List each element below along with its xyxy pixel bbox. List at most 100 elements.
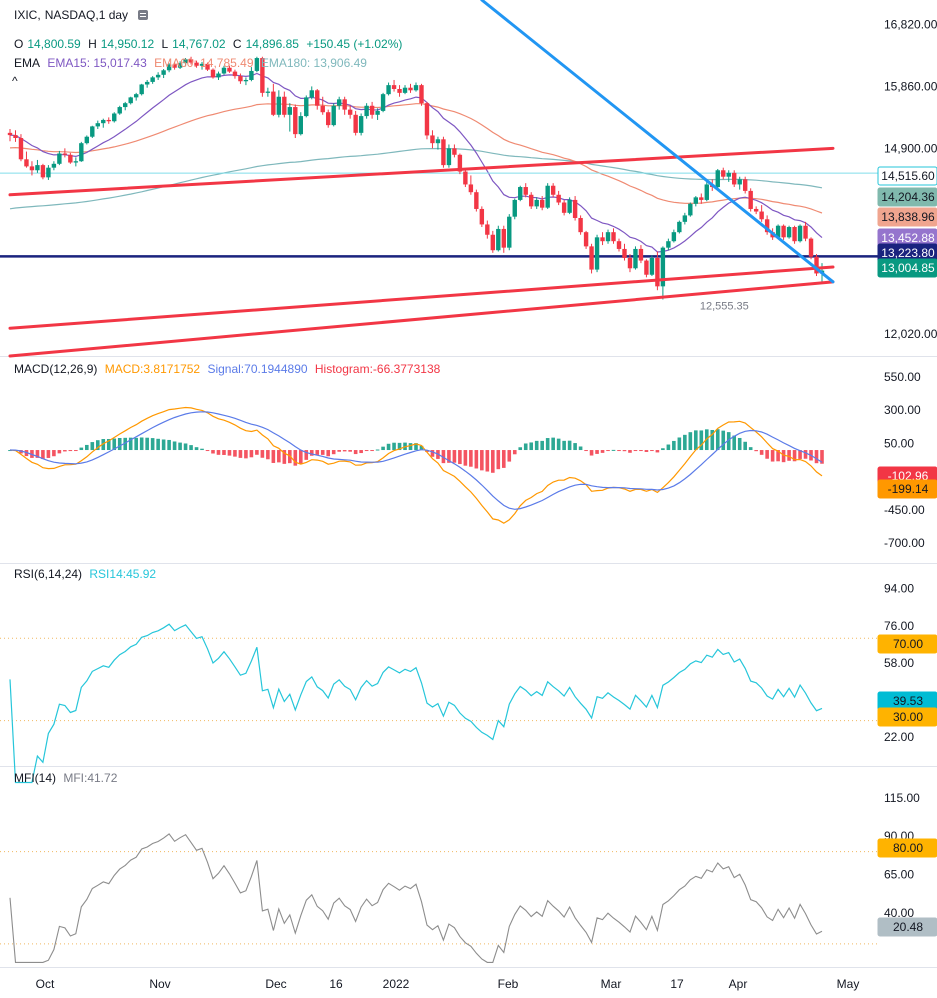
candle[interactable]	[655, 257, 660, 287]
candle[interactable]	[550, 185, 556, 195]
candle[interactable]	[304, 97, 309, 117]
candle[interactable]	[24, 159, 29, 167]
candle[interactable]	[534, 199, 539, 207]
symbol-name[interactable]: IXIC	[14, 8, 38, 22]
candle[interactable]	[293, 107, 298, 135]
candle[interactable]	[792, 227, 797, 242]
candle[interactable]	[446, 148, 452, 166]
candle[interactable]	[342, 99, 347, 110]
candle[interactable]	[254, 58, 260, 71]
price-tag[interactable]	[877, 187, 937, 207]
candle[interactable]	[622, 248, 627, 258]
candle[interactable]	[101, 119, 106, 124]
candle[interactable]	[529, 194, 534, 207]
candle[interactable]	[742, 179, 748, 191]
candle[interactable]	[556, 194, 561, 203]
candle[interactable]	[721, 170, 726, 177]
candle[interactable]	[238, 76, 243, 82]
candle[interactable]	[139, 84, 144, 95]
candle[interactable]	[128, 97, 133, 104]
candle[interactable]	[682, 215, 688, 222]
rsi-legend[interactable]: RSI(6,14,24) RSI14:45.92	[14, 567, 160, 581]
candle[interactable]	[364, 105, 369, 117]
candle[interactable]	[287, 107, 293, 115]
candle[interactable]	[583, 232, 589, 247]
candle[interactable]	[298, 116, 303, 135]
candle[interactable]	[413, 85, 419, 91]
candle[interactable]	[375, 110, 380, 115]
candle[interactable]	[693, 197, 699, 204]
candle[interactable]	[468, 184, 474, 193]
candle[interactable]	[177, 63, 183, 68]
candle[interactable]	[539, 199, 545, 208]
rsi-tag[interactable]	[877, 707, 937, 727]
candle[interactable]	[797, 225, 803, 242]
candle[interactable]	[326, 112, 331, 126]
candle[interactable]	[726, 172, 731, 177]
candle[interactable]	[594, 237, 600, 270]
candle[interactable]	[704, 184, 709, 200]
price-tag[interactable]	[877, 166, 937, 186]
candle[interactable]	[781, 225, 786, 238]
candle[interactable]	[753, 208, 759, 212]
candle[interactable]	[35, 165, 40, 171]
collapse-legend-icon[interactable]: ^	[12, 74, 18, 88]
candle[interactable]	[243, 79, 249, 82]
red-trendline[interactable]	[8, 280, 835, 358]
candle[interactable]	[808, 238, 814, 257]
candle[interactable]	[155, 74, 161, 78]
candle[interactable]	[649, 257, 655, 275]
price-tag[interactable]	[877, 207, 937, 227]
candle[interactable]	[194, 62, 199, 66]
candle[interactable]	[150, 77, 155, 82]
candle[interactable]	[172, 64, 177, 68]
candle[interactable]	[671, 232, 677, 242]
candle[interactable]	[112, 113, 117, 122]
candle[interactable]	[183, 59, 188, 64]
candle[interactable]	[814, 256, 819, 274]
candle[interactable]	[435, 139, 441, 144]
candle[interactable]	[216, 73, 221, 78]
candle[interactable]	[232, 71, 238, 77]
candle[interactable]	[18, 138, 24, 160]
candle[interactable]	[133, 94, 139, 98]
candle[interactable]	[391, 85, 397, 89]
candle[interactable]	[95, 123, 100, 127]
candle[interactable]	[347, 109, 353, 115]
candle[interactable]	[249, 70, 254, 80]
candle[interactable]	[73, 161, 79, 163]
candle[interactable]	[166, 64, 172, 71]
candle[interactable]	[397, 89, 402, 93]
candle[interactable]	[62, 153, 68, 155]
candle[interactable]	[600, 237, 605, 242]
candle[interactable]	[276, 96, 282, 115]
candle[interactable]	[369, 105, 375, 115]
candle[interactable]	[578, 217, 583, 233]
candle[interactable]	[605, 232, 611, 242]
candle[interactable]	[523, 187, 528, 195]
candle[interactable]	[485, 224, 490, 235]
candle[interactable]	[386, 85, 391, 95]
ema-legend[interactable]: EMA EMA15: 15,017.43 EMA60: 14,785.49 EM…	[14, 56, 371, 70]
rsi-tag[interactable]	[877, 634, 937, 654]
candle[interactable]	[803, 225, 808, 239]
candle[interactable]	[490, 234, 496, 251]
candle[interactable]	[748, 190, 753, 209]
candle[interactable]	[677, 221, 682, 233]
candle[interactable]	[51, 163, 57, 168]
candle[interactable]	[732, 172, 737, 185]
candle[interactable]	[474, 192, 479, 209]
red-trendline[interactable]	[8, 265, 835, 330]
candle[interactable]	[775, 225, 781, 238]
blue-trendline[interactable]	[480, 0, 835, 284]
candle[interactable]	[737, 179, 742, 185]
candle[interactable]	[666, 241, 671, 248]
candle[interactable]	[68, 154, 73, 163]
candle[interactable]	[315, 90, 320, 106]
candle[interactable]	[633, 248, 638, 269]
candle[interactable]	[616, 241, 622, 249]
candle[interactable]	[441, 139, 446, 166]
candle[interactable]	[424, 103, 430, 136]
mfi-legend[interactable]: MFI(14) MFI:41.72	[14, 771, 121, 785]
red-trendline[interactable]	[8, 146, 835, 197]
